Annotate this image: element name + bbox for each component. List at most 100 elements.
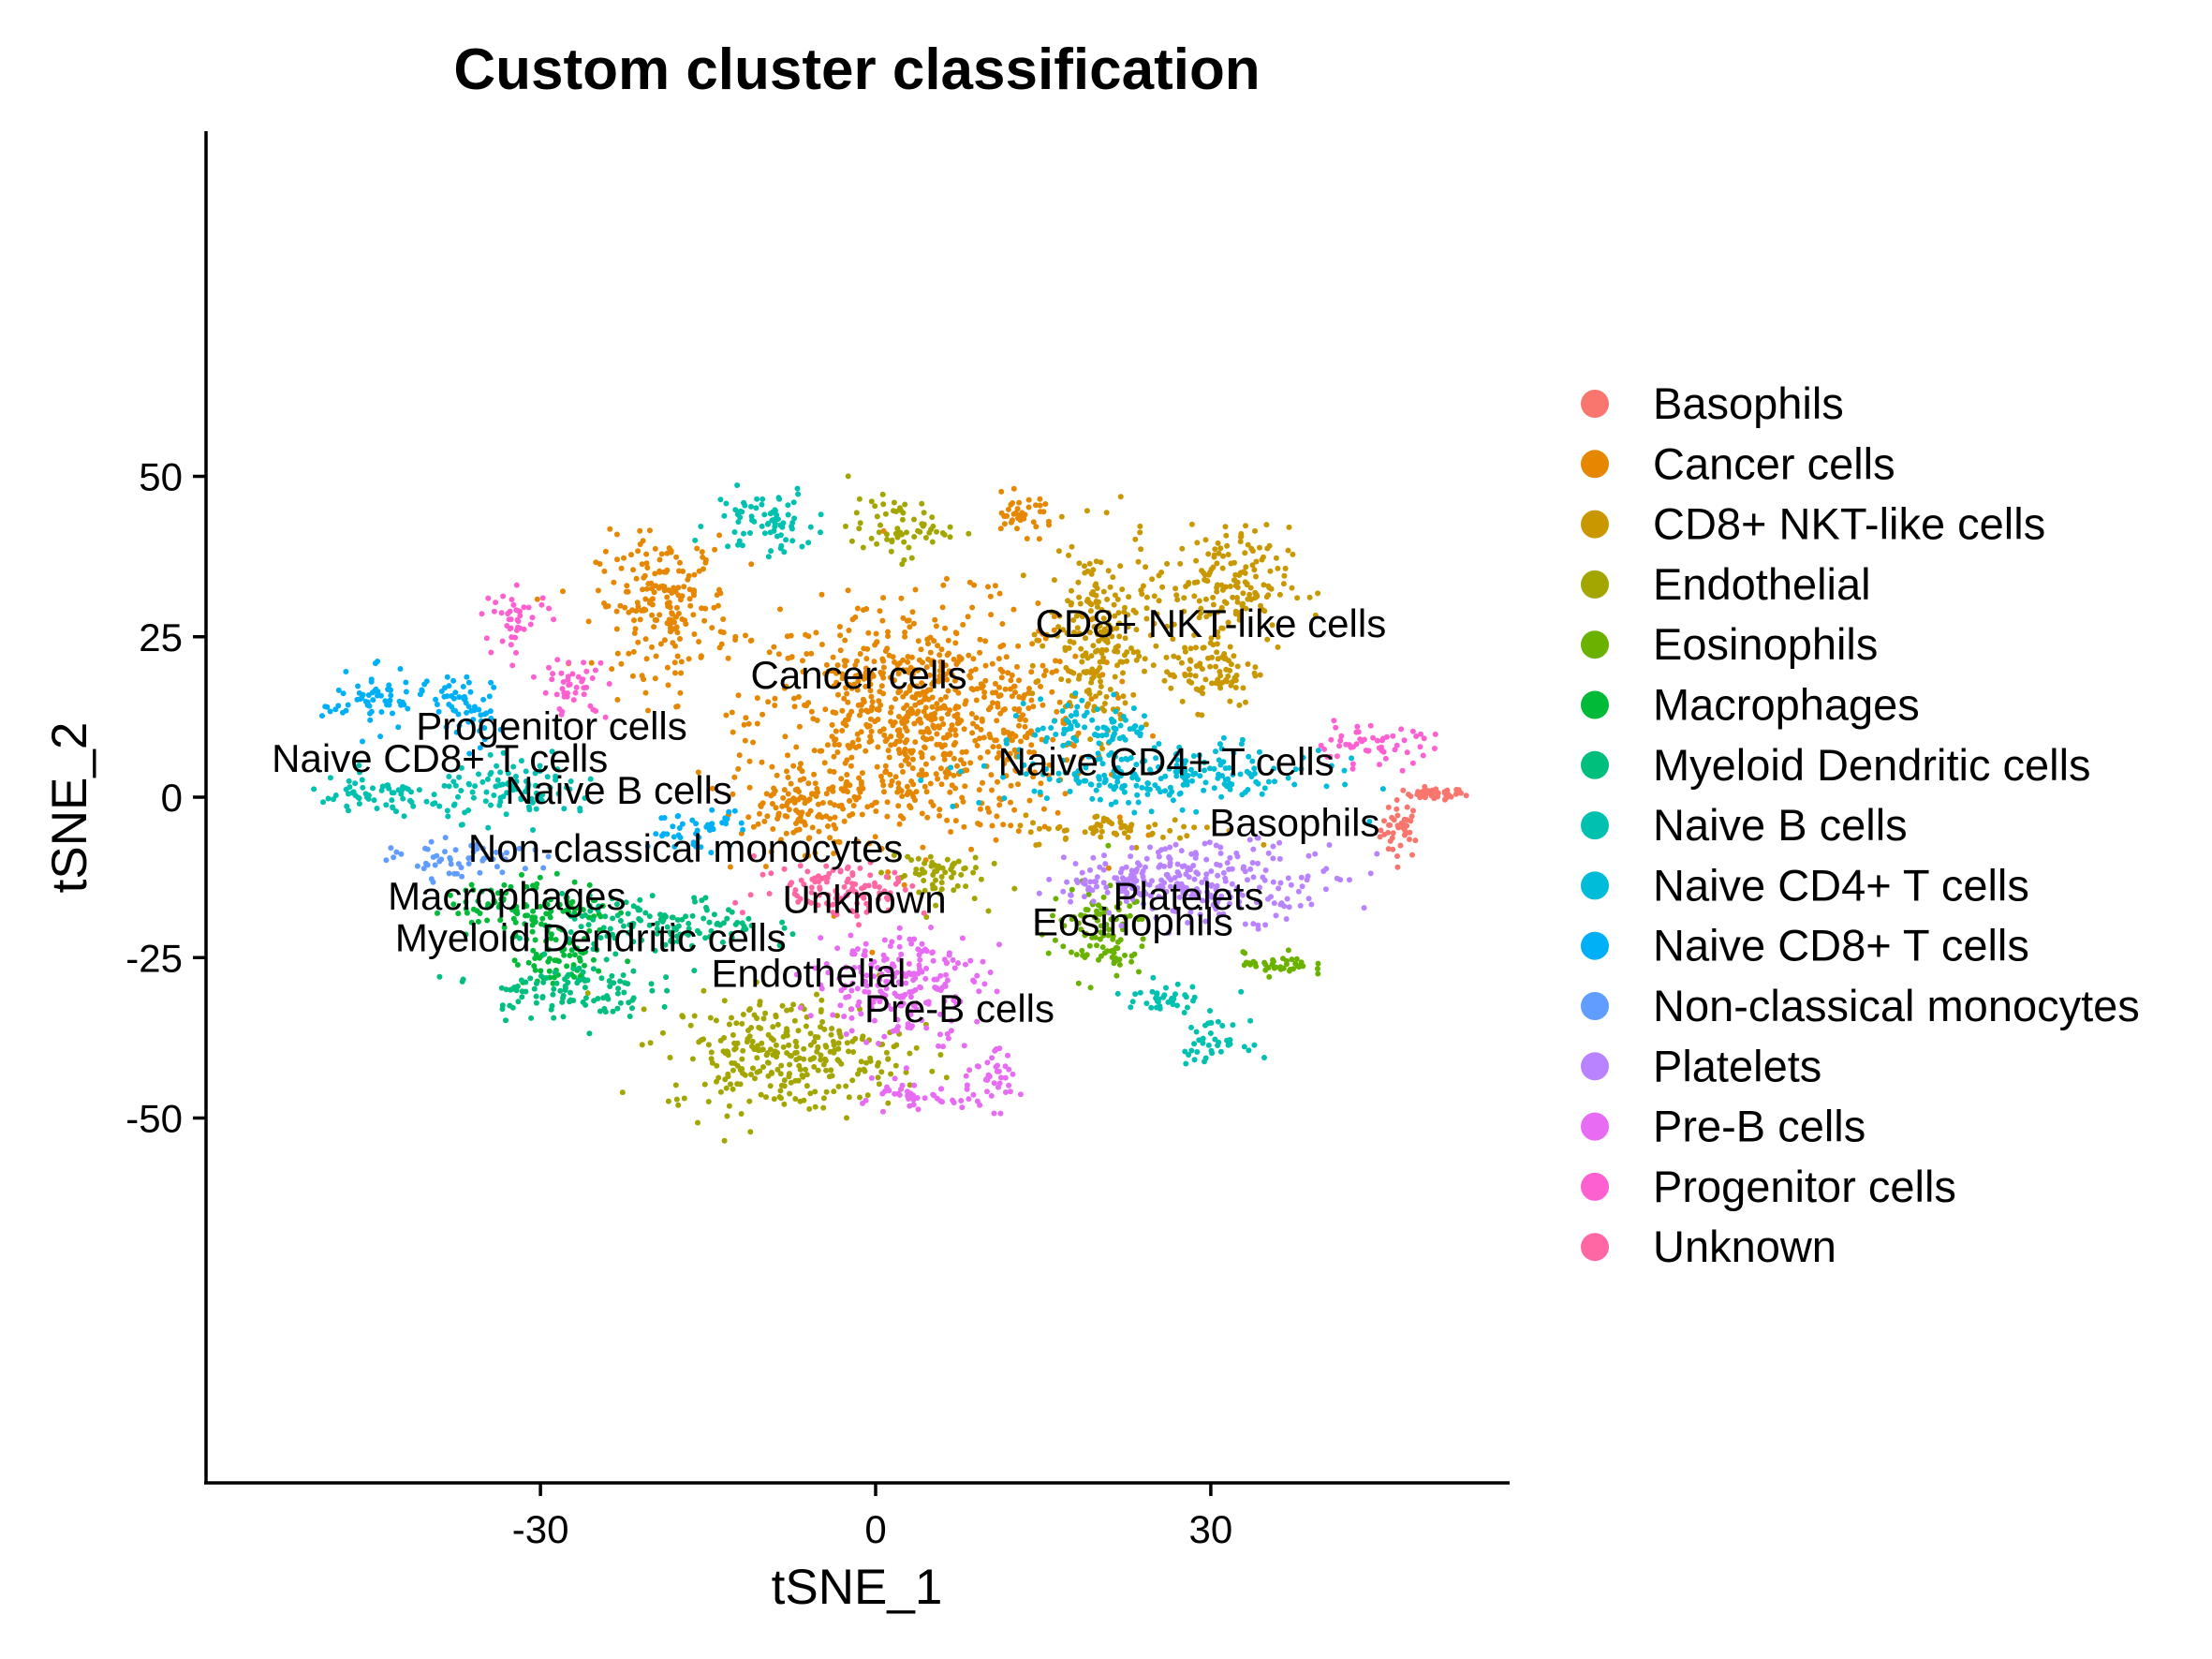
data-point: [691, 571, 698, 578]
data-point: [1269, 961, 1276, 968]
data-point: [1390, 733, 1396, 739]
data-point: [551, 616, 557, 623]
data-point: [630, 648, 637, 655]
data-point: [978, 876, 984, 882]
data-point: [771, 1096, 777, 1103]
data-point: [928, 925, 934, 930]
legend-label: Platelets: [1653, 1041, 1821, 1090]
data-point: [980, 683, 986, 689]
data-point: [785, 511, 791, 518]
data-point: [757, 810, 762, 817]
data-point: [1102, 778, 1109, 784]
data-point: [444, 693, 450, 700]
data-point: [709, 785, 715, 792]
data-point: [1010, 517, 1015, 524]
data-point: [835, 691, 841, 698]
data-point: [1421, 735, 1427, 742]
data-point: [1111, 960, 1117, 967]
data-point: [781, 1077, 788, 1084]
data-point: [761, 818, 768, 824]
data-point: [1030, 704, 1037, 710]
data-point: [921, 878, 927, 883]
data-point: [637, 616, 643, 623]
data-point: [1201, 644, 1207, 651]
data-point: [375, 689, 381, 695]
data-point: [1035, 727, 1041, 733]
data-point: [1258, 602, 1263, 609]
data-point: [640, 586, 646, 593]
data-point: [721, 998, 728, 1004]
data-point: [1246, 753, 1252, 760]
data-point: [1039, 931, 1045, 938]
data-point: [847, 797, 853, 804]
data-point: [913, 691, 920, 697]
data-point: [757, 1068, 763, 1074]
data-point: [658, 551, 665, 557]
data-point: [1191, 593, 1198, 600]
data-point: [1190, 998, 1196, 1004]
data-point: [549, 676, 555, 683]
data-point: [654, 926, 660, 932]
cluster-label: Myeloid Dendritic cells: [395, 916, 787, 960]
data-point: [800, 658, 805, 664]
data-point: [1153, 643, 1159, 649]
data-point: [1002, 686, 1009, 692]
data-point: [896, 934, 903, 941]
data-point: [566, 659, 572, 666]
data-point: [1207, 663, 1214, 670]
data-point: [990, 700, 995, 706]
data-point: [670, 939, 676, 945]
data-point: [1088, 696, 1095, 703]
data-point: [1385, 804, 1392, 810]
data-point: [746, 784, 753, 791]
data-point: [1282, 565, 1289, 571]
data-point: [1097, 689, 1103, 696]
data-point: [652, 947, 658, 954]
data-point: [1112, 613, 1118, 619]
data-point: [1366, 819, 1373, 824]
data-point: [949, 722, 955, 729]
data-point: [904, 728, 910, 734]
data-point: [1293, 955, 1300, 962]
data-point: [546, 605, 553, 612]
data-point: [581, 685, 587, 691]
data-point: [403, 689, 409, 695]
data-point: [985, 584, 991, 590]
data-point: [1046, 876, 1053, 882]
data-point: [870, 672, 876, 678]
data-point: [1251, 770, 1258, 777]
data-point: [1251, 567, 1258, 573]
data-point: [1156, 864, 1162, 870]
data-point: [768, 548, 774, 555]
data-point: [866, 676, 873, 683]
data-point: [1030, 774, 1037, 780]
data-point: [1030, 519, 1037, 526]
data-point: [1423, 787, 1429, 792]
data-point: [462, 696, 467, 703]
data-point: [929, 514, 936, 521]
data-point: [479, 611, 485, 617]
data-point: [1240, 590, 1246, 597]
data-point: [938, 886, 945, 893]
data-point: [774, 1021, 781, 1028]
data-point: [856, 775, 863, 781]
data-point: [586, 902, 593, 909]
data-point: [722, 815, 729, 822]
data-point: [889, 939, 895, 945]
data-point: [1408, 793, 1414, 799]
data-point: [533, 782, 538, 789]
data-point: [1429, 787, 1436, 793]
data-point: [451, 801, 458, 807]
data-point: [866, 739, 873, 745]
y-axis-title: tSNE_2: [42, 722, 97, 894]
data-point: [465, 780, 472, 787]
y-tick-label: -25: [125, 936, 183, 980]
data-point: [773, 1014, 779, 1020]
data-point: [445, 813, 451, 820]
data-point: [1055, 624, 1062, 630]
data-point: [971, 582, 978, 588]
data-point: [700, 987, 707, 994]
data-point: [554, 766, 561, 773]
data-point: [1122, 717, 1128, 723]
data-point: [951, 772, 957, 778]
